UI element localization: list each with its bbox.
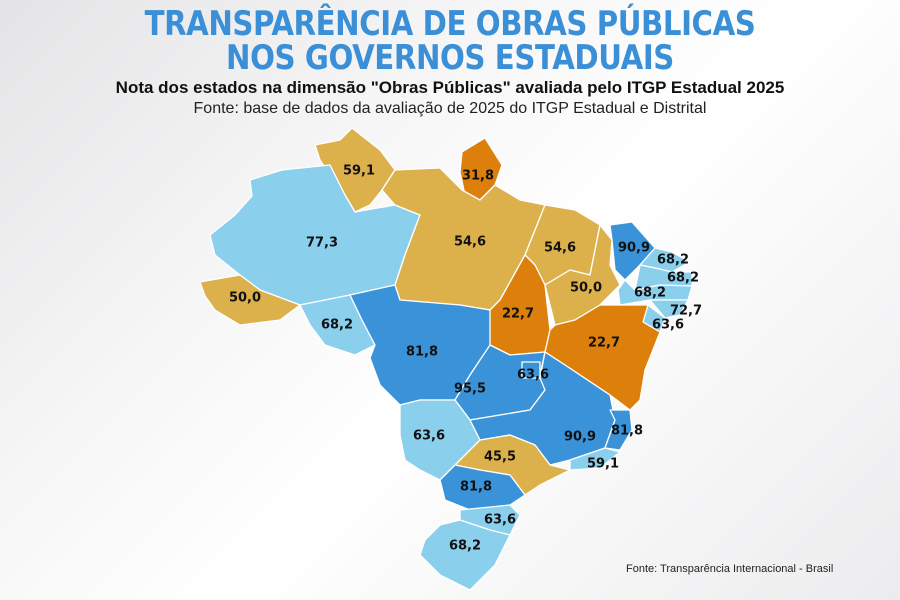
state-es — [604, 409, 633, 451]
state-value-label: 63,6 — [652, 318, 684, 333]
state-ce — [609, 221, 656, 281]
source-line: Fonte: base de dados da avaliação de 202… — [193, 100, 707, 117]
state-value-label: 63,6 — [413, 429, 445, 444]
state-value-label: 63,6 — [517, 368, 549, 383]
state-value-label: 59,1 — [343, 164, 375, 179]
state-value-label: 45,5 — [484, 450, 516, 465]
state-value-label: 95,5 — [454, 382, 486, 397]
state-value-label: 72,7 — [670, 304, 702, 319]
title-line-1: TRANSPARÊNCIA DE OBRAS PÚBLICAS — [144, 4, 756, 44]
title-line-2: NOS GOVERNOS ESTADUAIS — [226, 38, 674, 78]
state-rs — [419, 519, 511, 591]
state-value-label: 68,2 — [634, 286, 666, 301]
state-value-label: 50,0 — [570, 281, 602, 296]
state-value-label: 54,6 — [544, 241, 576, 256]
state-value-label: 68,2 — [449, 539, 481, 554]
state-value-label: 81,8 — [611, 424, 643, 439]
state-value-label: 50,0 — [229, 291, 261, 306]
footer-credit: Fonte: Transparência Internacional - Bra… — [626, 563, 834, 575]
state-rj — [569, 447, 621, 471]
state-value-label: 22,7 — [502, 307, 534, 322]
state-value-label: 59,1 — [587, 457, 619, 472]
state-value-label: 68,2 — [657, 253, 689, 268]
state-value-label: 77,3 — [306, 236, 338, 251]
state-value-label: 63,6 — [484, 513, 516, 528]
state-value-label: 81,8 — [460, 480, 492, 495]
state-value-label: 68,2 — [321, 318, 353, 333]
state-value-label: 68,2 — [667, 271, 699, 286]
state-ac — [199, 274, 301, 326]
state-al — [649, 299, 689, 319]
state-value-label: 54,6 — [454, 235, 486, 250]
state-value-label: 81,8 — [406, 345, 438, 360]
subtitle: Nota dos estados na dimensão "Obras Públ… — [115, 78, 785, 97]
state-value-label: 31,8 — [462, 169, 494, 184]
state-value-label: 22,7 — [588, 336, 620, 351]
state-value-label: 90,9 — [564, 430, 596, 445]
state-value-label: 90,9 — [618, 241, 650, 256]
